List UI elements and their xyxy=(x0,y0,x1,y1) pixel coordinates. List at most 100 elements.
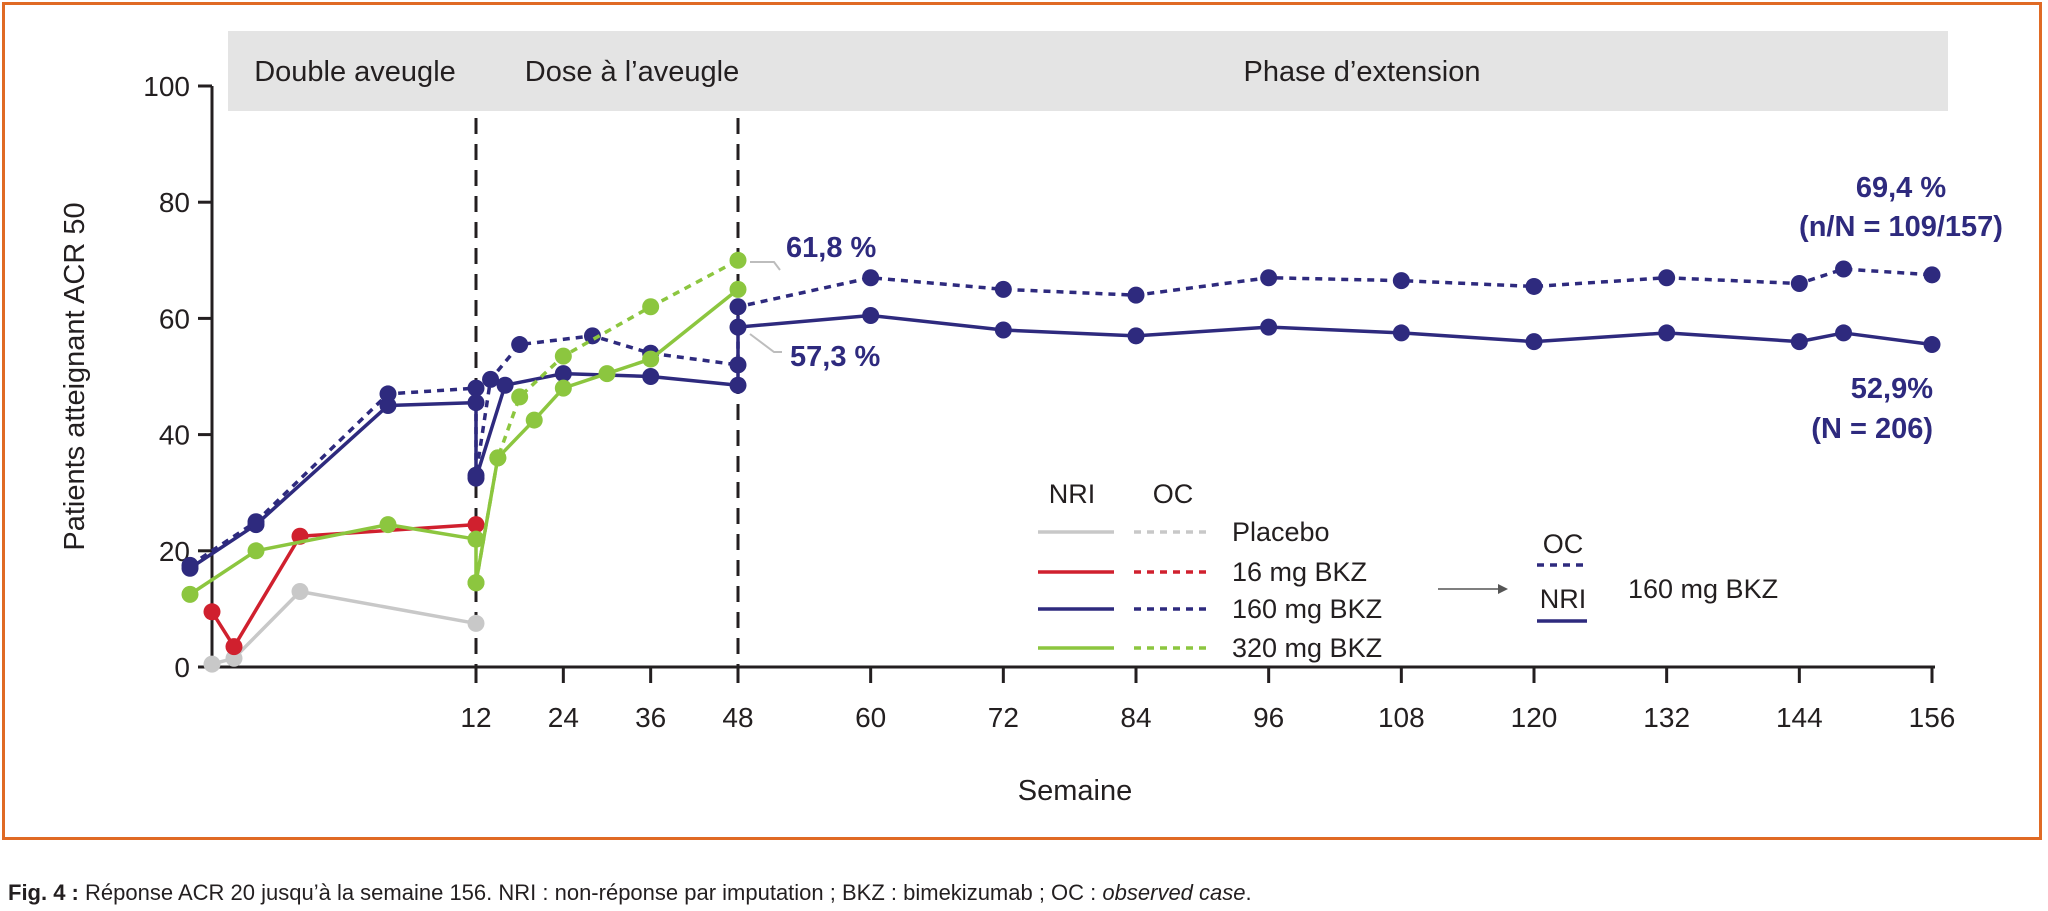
data-point xyxy=(1658,324,1676,342)
data-point xyxy=(994,280,1012,298)
x-tick-label: 72 xyxy=(988,702,1019,733)
data-point xyxy=(379,397,397,415)
x-tick-label: 156 xyxy=(1909,702,1956,733)
data-point xyxy=(496,376,514,394)
series-line xyxy=(474,258,739,584)
series-160-mg-bkz-nri xyxy=(181,306,1941,577)
data-point xyxy=(1923,336,1941,354)
series-line xyxy=(210,589,478,666)
legend-nri-label: NRI xyxy=(1540,584,1587,614)
series-320-mg-bkz-nri xyxy=(181,280,747,603)
caption-italic: observed case xyxy=(1102,880,1246,905)
series-160-mg-bkz-oc xyxy=(181,260,1941,574)
x-tick-label: 48 xyxy=(722,702,753,733)
annotation-label: 69,4 % xyxy=(1856,172,1946,204)
legend-header-nri: NRI xyxy=(1049,479,1096,509)
phase-label: Phase d’extension xyxy=(1244,56,1481,88)
data-point xyxy=(467,614,485,632)
data-point xyxy=(862,269,880,287)
data-point xyxy=(1658,269,1676,287)
y-tick-label: 80 xyxy=(159,187,190,218)
series-16-mg-bkz-nri xyxy=(203,516,485,656)
x-tick-label: 96 xyxy=(1253,702,1284,733)
data-point xyxy=(1835,260,1853,278)
data-point xyxy=(1392,272,1410,290)
data-point xyxy=(467,466,485,484)
data-point xyxy=(729,376,747,394)
leader-line xyxy=(750,261,781,271)
data-point xyxy=(1790,275,1808,293)
annotation-label: 57,3 % xyxy=(790,341,880,373)
data-point xyxy=(511,336,529,354)
acr50-line-chart: Double aveugle Dose à l’aveugle Phase d’ex… xyxy=(59,31,2003,807)
data-point xyxy=(225,649,243,667)
y-tick-label: 60 xyxy=(159,303,190,334)
data-point xyxy=(729,356,747,374)
series-line xyxy=(210,522,478,649)
data-point xyxy=(1525,333,1543,351)
figure-caption: Fig. 4 : Réponse ACR 20 jusqu’à la semai… xyxy=(8,880,1252,906)
data-point xyxy=(291,582,309,600)
y-tick-label: 100 xyxy=(143,71,190,102)
data-point xyxy=(642,298,660,316)
data-point xyxy=(642,350,660,368)
data-point xyxy=(1127,286,1145,304)
x-tick-label: 108 xyxy=(1378,702,1425,733)
data-point xyxy=(1923,266,1941,284)
annotation-label: (N = 206) xyxy=(1811,413,1933,445)
series-placebo-nri xyxy=(203,582,485,673)
legend: NRI OC Placebo 16 mg BKZ 160 mg BKZ 320 mg BK… xyxy=(1038,479,1778,663)
legend-entry-label: 320 mg BKZ xyxy=(1232,633,1382,663)
legend-header-oc: OC xyxy=(1153,479,1194,509)
legend-arrow-head xyxy=(1498,584,1508,594)
y-tick-label: 0 xyxy=(174,652,190,683)
data-point xyxy=(1127,327,1145,345)
data-point xyxy=(247,513,265,531)
data-point xyxy=(525,411,543,429)
data-point xyxy=(554,379,572,397)
data-point xyxy=(1790,333,1808,351)
y-axis-label: Patients atteignant ACR 50 xyxy=(59,202,91,550)
x-tick-label: 120 xyxy=(1511,702,1558,733)
y-tick-label: 40 xyxy=(159,420,190,451)
caption-label: Fig. 4 : xyxy=(8,880,79,905)
legend-entry-label: Placebo xyxy=(1232,517,1330,547)
legend-secondary-label: 160 mg BKZ xyxy=(1628,574,1778,604)
x-tick-label: 84 xyxy=(1120,702,1151,733)
series-320-mg-bkz-oc xyxy=(467,251,747,592)
leader-line xyxy=(749,333,782,353)
data-point xyxy=(554,347,572,365)
data-point xyxy=(583,327,601,345)
data-point xyxy=(862,306,880,324)
data-point xyxy=(598,365,616,383)
caption-end: . xyxy=(1245,880,1252,905)
x-tick-label: 12 xyxy=(460,702,491,733)
data-point xyxy=(729,298,747,316)
data-point xyxy=(729,251,747,269)
legend-entry-label: 16 mg BKZ xyxy=(1232,557,1367,587)
phase-label: Double aveugle xyxy=(254,56,456,88)
annotation-label: (n/N = 109/157) xyxy=(1799,211,2003,243)
data-point xyxy=(729,280,747,298)
legend-oc-label: OC xyxy=(1543,529,1584,559)
legend-entry-label: 160 mg BKZ xyxy=(1232,594,1382,624)
data-point xyxy=(225,638,243,656)
data-point xyxy=(467,516,485,534)
series-line xyxy=(189,267,1933,567)
data-point xyxy=(379,516,397,534)
phase-band-rect xyxy=(228,31,1948,111)
data-point xyxy=(642,368,660,385)
x-tick-label: 36 xyxy=(635,702,666,733)
caption-text: Réponse ACR 20 jusqu’à la semaine 156. N… xyxy=(78,880,1103,905)
data-point xyxy=(554,365,572,383)
data-point xyxy=(467,379,485,397)
data-point xyxy=(729,318,747,336)
series-lines xyxy=(181,251,1941,673)
x-tick-label: 60 xyxy=(855,702,886,733)
data-point xyxy=(1835,324,1853,342)
data-point xyxy=(511,388,529,406)
series-line xyxy=(188,287,740,597)
data-point xyxy=(203,655,221,673)
x-axis-label: Semaine xyxy=(1018,775,1132,807)
